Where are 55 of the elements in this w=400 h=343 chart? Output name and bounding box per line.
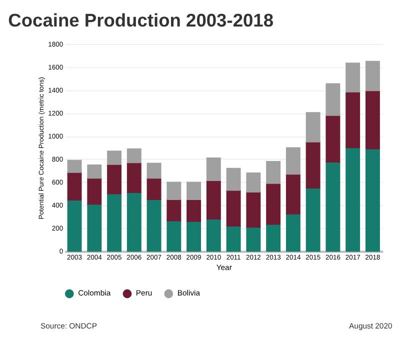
- bar: [146, 178, 162, 200]
- bar: [126, 162, 142, 194]
- bar: [107, 164, 122, 194]
- bar: [126, 192, 142, 252]
- bar: [246, 226, 261, 252]
- bar: [286, 213, 300, 252]
- bar: [346, 147, 360, 252]
- bar: [87, 178, 102, 205]
- legend-label: Bolivia: [177, 288, 201, 298]
- bar: [365, 90, 380, 150]
- bar: [126, 148, 142, 164]
- x-axis-title: Year: [216, 263, 232, 272]
- bar: [266, 161, 281, 184]
- bar: [306, 112, 320, 142]
- bar: [326, 83, 340, 116]
- bar: [87, 164, 102, 179]
- bar: [266, 182, 281, 225]
- bar: [206, 218, 221, 252]
- bar: [226, 225, 241, 252]
- bar: [87, 204, 102, 252]
- bar: [146, 162, 162, 179]
- bar: [306, 187, 320, 252]
- legend-label: Colombia: [78, 288, 112, 298]
- bar: [166, 198, 182, 222]
- bar: [326, 162, 340, 252]
- bar: [166, 182, 182, 200]
- bar: [346, 91, 360, 148]
- bar: [226, 168, 241, 191]
- bar: [206, 158, 221, 181]
- bar: [67, 172, 82, 201]
- bar: [246, 172, 261, 192]
- bar: [226, 190, 241, 226]
- bar: [365, 60, 380, 92]
- legend-label: Peru: [136, 288, 152, 298]
- bar: [107, 193, 122, 252]
- bar: [166, 220, 182, 252]
- bar: [186, 198, 202, 222]
- bar: [67, 160, 82, 173]
- chart-title: Cocaine Production 2003-2018: [8, 10, 274, 31]
- bar: [186, 220, 202, 252]
- bar: [186, 182, 202, 200]
- bar: [365, 148, 380, 252]
- bar: [306, 141, 320, 188]
- bar: [246, 192, 261, 228]
- bar: [107, 150, 122, 165]
- bar: [286, 174, 300, 214]
- bar: [286, 147, 300, 175]
- bar: [67, 200, 82, 252]
- bar: [326, 114, 340, 163]
- source-note: Source: ONDCP: [40, 321, 97, 330]
- bar: [266, 224, 281, 252]
- text: August 2020: [349, 321, 392, 330]
- bar: [346, 62, 360, 92]
- bar: [146, 198, 162, 252]
- bar: [206, 180, 221, 220]
